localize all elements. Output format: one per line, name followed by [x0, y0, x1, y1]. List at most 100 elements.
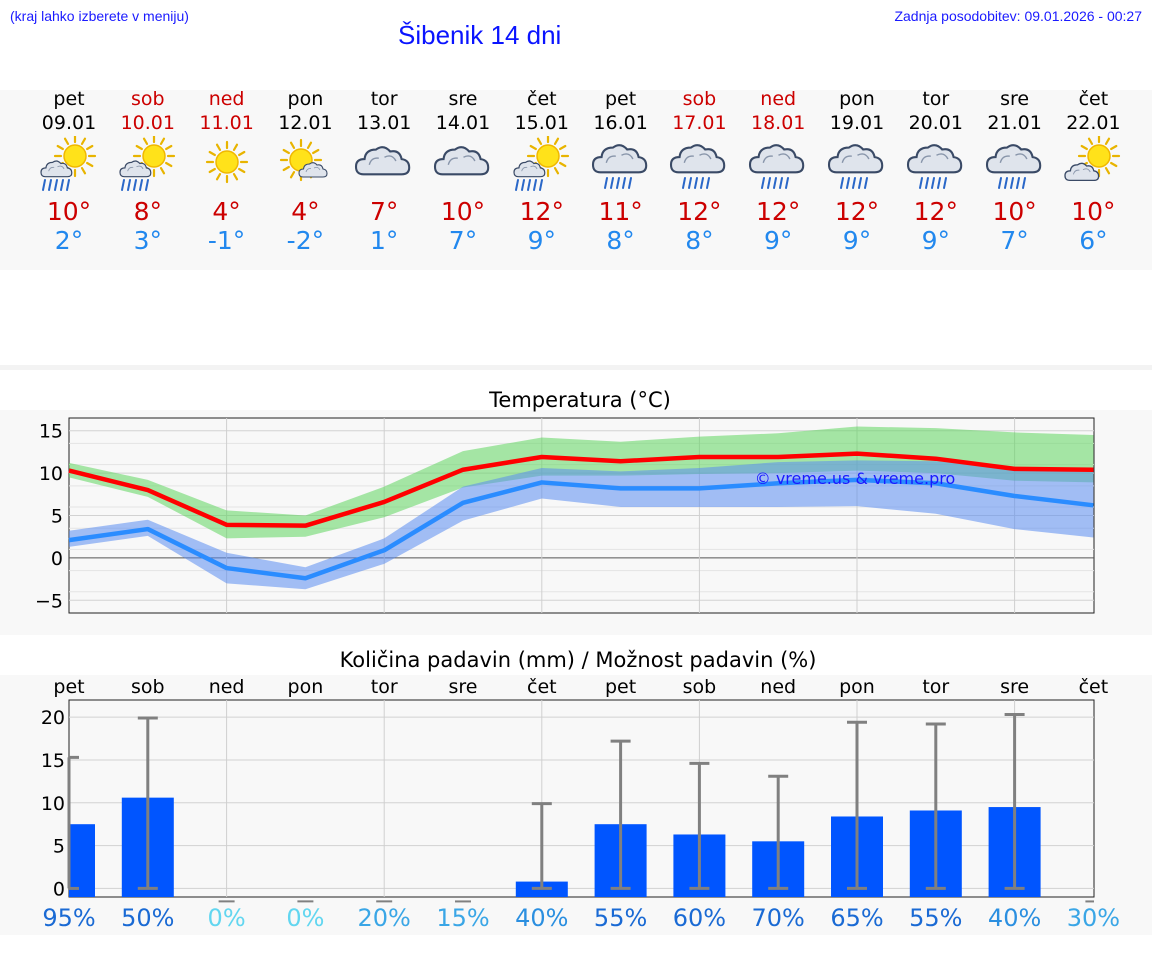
sun-cloud-icon: [1061, 134, 1125, 196]
min-temperature: 3°: [133, 226, 162, 255]
max-temperature: 4°: [291, 197, 320, 226]
y-tick-label: 15: [39, 421, 63, 443]
max-temperature: 12°: [519, 197, 564, 226]
sun-cloud-rain-icon: [37, 134, 101, 196]
y-tick-label: 0: [51, 548, 63, 570]
day-name: sre: [448, 88, 478, 110]
day-name: pet: [53, 88, 85, 110]
category-label: sre: [1000, 676, 1029, 698]
sun-cloud-rain-icon: [510, 134, 574, 196]
temperature-chart-title: Temperatura (°C): [489, 388, 671, 412]
day-name: tor: [370, 88, 398, 110]
y-tick-label: 5: [51, 506, 63, 528]
precipitation-bar: [69, 824, 95, 897]
day-name: sob: [682, 88, 717, 110]
min-temperature: -1°: [207, 226, 246, 255]
max-temperature: 10°: [1071, 197, 1116, 226]
y-tick-label: 15: [41, 750, 65, 772]
day-name: čet: [527, 88, 557, 110]
max-temperature: 7°: [369, 197, 399, 226]
region-hint-text[interactable]: (kraj lahko izberete v meniju): [10, 8, 189, 24]
day-date: 17.01: [672, 112, 727, 134]
min-temperature: 9°: [921, 226, 950, 255]
max-temperature: 12°: [756, 197, 801, 226]
last-updated: Zadnja posodobitev: 09.01.2026 - 00:27: [894, 8, 1142, 24]
day-name: ned: [208, 88, 245, 110]
divider: [0, 365, 1152, 370]
temperature-chart: 15 10 5 0 −5 © vreme.us & vreme.pro: [35, 417, 1095, 614]
min-temperature: 6°: [1079, 226, 1108, 255]
day-date: 16.01: [593, 112, 648, 134]
max-temperature: 11°: [598, 197, 643, 226]
category-label: pet: [605, 676, 636, 698]
day-name: sob: [131, 88, 165, 110]
day-date: 14.01: [435, 112, 491, 134]
y-tick-label: 10: [41, 793, 65, 815]
min-temperature: 1°: [369, 226, 399, 255]
min-temperature: 7°: [448, 226, 478, 255]
category-label: sre: [449, 676, 478, 698]
precipitation-probability: 30%: [1066, 904, 1121, 932]
min-temperature: 9°: [527, 226, 556, 255]
min-temperature: -2°: [286, 226, 325, 255]
category-label: ned: [209, 676, 245, 698]
day-date: 12.01: [278, 112, 333, 134]
category-label: sob: [131, 676, 165, 698]
min-temperature: 9°: [842, 226, 872, 255]
day-date: 20.01: [908, 112, 963, 134]
max-temperature: 12°: [677, 197, 722, 226]
cloud-icon: [431, 136, 495, 196]
category-label: sob: [683, 676, 717, 698]
cloud-rain-icon: [746, 136, 810, 196]
precipitation-probability: 0%: [286, 904, 325, 932]
day-name: pet: [604, 88, 637, 110]
day-date: 11.01: [199, 112, 254, 134]
cloud-icon: [352, 136, 416, 196]
cloud-rain-icon: [825, 136, 889, 196]
min-temperature: 8°: [685, 226, 714, 255]
day-date: 10.01: [120, 112, 175, 134]
category-label: pet: [53, 676, 84, 698]
day-date: 15.01: [514, 112, 569, 134]
day-name: pon: [839, 88, 875, 110]
category-label: tor: [371, 676, 398, 698]
max-temperature: 4°: [212, 197, 241, 226]
min-temperature: 7°: [1000, 226, 1029, 255]
precipitation-probability: 65%: [830, 904, 884, 932]
page-title: Šibenik 14 dni: [398, 20, 562, 50]
forecast-strip: [0, 90, 1152, 270]
category-label: čet: [1079, 676, 1109, 698]
precipitation-probability: 60%: [672, 904, 727, 932]
cloud-rain-icon: [983, 136, 1047, 196]
min-temperature-line: [68, 477, 1094, 581]
day-name: čet: [1078, 88, 1109, 110]
category-label: pon: [839, 676, 875, 698]
sun-cloud-rain-icon: [116, 134, 180, 196]
precipitation-probability: 55%: [593, 904, 648, 932]
max-temperature: 12°: [913, 197, 958, 226]
y-tick-label: 20: [41, 707, 65, 729]
cloud-rain-icon: [904, 136, 968, 196]
day-name: ned: [760, 88, 797, 110]
category-label: tor: [922, 676, 949, 698]
precipitation-probability: 50%: [121, 904, 175, 932]
cloud-rain-icon: [589, 136, 653, 196]
day-date: 21.01: [987, 112, 1042, 134]
max-temperature: 12°: [834, 197, 880, 226]
min-temperature: 2°: [54, 226, 84, 255]
precipitation-probability: 70%: [751, 904, 805, 932]
day-date: 19.01: [829, 112, 885, 134]
min-range-band: [69, 460, 1094, 590]
sun-small-cloud-icon: [273, 136, 337, 196]
category-label: pon: [288, 676, 324, 698]
precipitation-probability: 95%: [42, 904, 96, 932]
precipitation-probability: 40%: [515, 904, 569, 932]
category-label: ned: [760, 676, 796, 698]
day-name: pon: [287, 88, 324, 110]
cloud-rain-icon: [667, 136, 731, 196]
day-date: 09.01: [41, 112, 97, 134]
y-tick-label: 0: [53, 878, 65, 900]
precipitation-probability: 0%: [207, 904, 246, 932]
max-temperature: 10°: [440, 197, 486, 226]
precipitation-probability: 40%: [987, 904, 1042, 932]
